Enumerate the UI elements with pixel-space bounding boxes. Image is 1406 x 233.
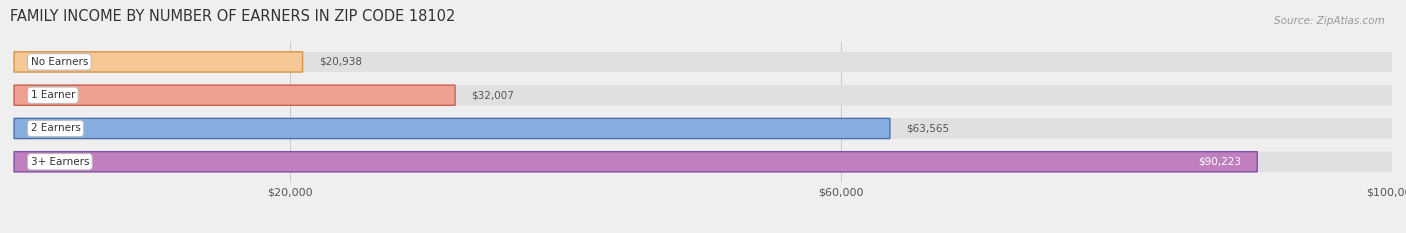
Text: Source: ZipAtlas.com: Source: ZipAtlas.com bbox=[1274, 16, 1385, 26]
Text: No Earners: No Earners bbox=[31, 57, 89, 67]
FancyBboxPatch shape bbox=[14, 118, 890, 139]
Text: 1 Earner: 1 Earner bbox=[31, 90, 75, 100]
Text: 3+ Earners: 3+ Earners bbox=[31, 157, 89, 167]
FancyBboxPatch shape bbox=[14, 85, 456, 105]
Text: 2 Earners: 2 Earners bbox=[31, 123, 80, 134]
Text: $20,938: $20,938 bbox=[319, 57, 363, 67]
FancyBboxPatch shape bbox=[14, 85, 1392, 105]
Text: $32,007: $32,007 bbox=[471, 90, 515, 100]
Text: FAMILY INCOME BY NUMBER OF EARNERS IN ZIP CODE 18102: FAMILY INCOME BY NUMBER OF EARNERS IN ZI… bbox=[10, 9, 456, 24]
Text: $63,565: $63,565 bbox=[907, 123, 949, 134]
FancyBboxPatch shape bbox=[14, 118, 1392, 139]
FancyBboxPatch shape bbox=[14, 52, 302, 72]
Text: $90,223: $90,223 bbox=[1198, 157, 1240, 167]
FancyBboxPatch shape bbox=[14, 152, 1257, 172]
FancyBboxPatch shape bbox=[14, 152, 1392, 172]
FancyBboxPatch shape bbox=[14, 52, 1392, 72]
